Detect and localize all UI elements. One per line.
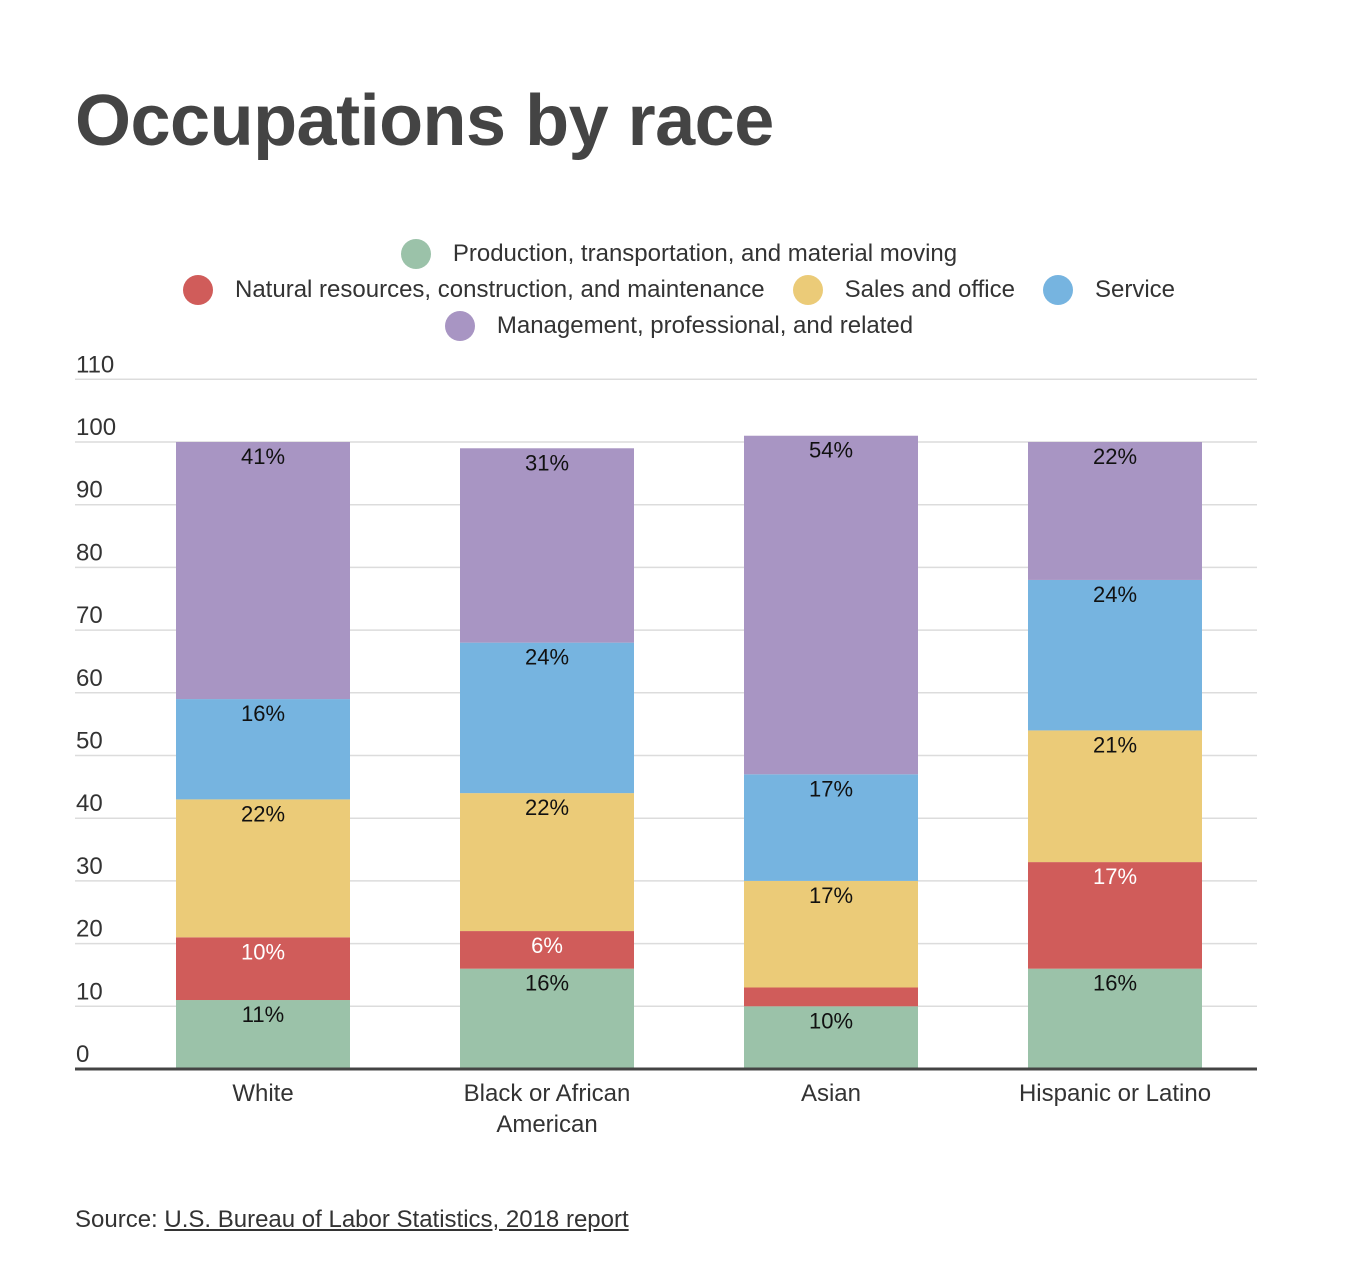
source-note: Source: U.S. Bureau of Labor Statistics,… (75, 1206, 629, 1234)
data-label: 24% (525, 645, 569, 670)
y-tick-label: 40 (76, 790, 103, 817)
legend-row: Production, transportation, and material… (0, 236, 1358, 272)
y-tick-label: 100 (76, 414, 116, 441)
legend-item: Service (1042, 275, 1175, 305)
bar-segment (744, 774, 918, 881)
bar-segment (744, 435, 918, 775)
data-label: 6% (531, 933, 563, 958)
legend-item: Sales and office (792, 275, 1015, 305)
bar-segment (176, 799, 350, 938)
y-tick-label: 30 (76, 853, 103, 880)
source-link[interactable]: U.S. Bureau of Labor Statistics, 2018 re… (164, 1206, 629, 1233)
legend-label: Sales and office (844, 276, 1015, 303)
legend-label: Natural resources, construction, and mai… (235, 276, 765, 303)
data-label: 16% (241, 701, 285, 726)
stacked-bar-chart: 0 10 20 30 40 50 60 70 80 90 100 110 11% 10% 22% 16% 41%… (75, 351, 1257, 1138)
bar-segment (1028, 862, 1202, 969)
legend-row: Management, professional, and related (0, 308, 1358, 344)
data-label: 16% (1093, 971, 1137, 996)
bar-segment (744, 880, 918, 988)
bar-segment (176, 1000, 350, 1069)
bar-segment (1028, 442, 1202, 580)
legend-swatch (444, 311, 475, 341)
bar-segment (176, 699, 350, 800)
legend-swatch (1042, 275, 1073, 305)
y-tick-label: 80 (76, 539, 103, 566)
bar-segment (460, 793, 634, 932)
legend-row: Natural resources, construction, and mai… (0, 272, 1358, 308)
source-prefix: Source: (75, 1206, 165, 1233)
x-category-label: Hispanic or Latino (1019, 1080, 1211, 1107)
data-label: 22% (1093, 444, 1137, 469)
legend-label: Service (1094, 276, 1175, 303)
x-category-label: American (496, 1111, 597, 1138)
y-tick-label: 110 (76, 351, 114, 378)
legend-item: Natural resources, construction, and mai… (183, 275, 765, 305)
legend-item: Management, professional, and related (444, 311, 914, 341)
data-label: 22% (525, 795, 569, 820)
data-label: 17% (1093, 864, 1137, 889)
data-label: 17% (809, 776, 853, 801)
x-category-label: Asian (801, 1080, 861, 1107)
legend-swatch (183, 275, 213, 305)
y-tick-label: 50 (76, 728, 103, 755)
data-label: 54% (809, 438, 853, 463)
data-label: 11% (242, 1002, 284, 1027)
chart-legend: Production, transportation, and material… (0, 236, 1358, 344)
legend-swatch (400, 239, 431, 269)
data-label: 24% (1093, 582, 1137, 607)
chart-title: Occupations by race (75, 81, 774, 161)
data-label: 21% (1093, 732, 1137, 757)
bar-segment (460, 968, 634, 1069)
bar-segment (1028, 730, 1202, 863)
bar-segment (1028, 579, 1202, 731)
y-tick-label: 90 (76, 477, 103, 504)
bar-segment (1028, 968, 1202, 1069)
bar-segment (744, 987, 918, 1007)
y-tick-label: 60 (76, 665, 103, 692)
x-category-label: Black or African (464, 1080, 631, 1107)
legend-swatch (792, 275, 823, 305)
bar-segment (460, 931, 634, 969)
data-label: 31% (525, 450, 569, 475)
bar-segment (744, 1006, 918, 1069)
legend-label: Management, professional, and related (496, 312, 914, 339)
y-tick-label: 70 (76, 602, 103, 629)
bar-segment (460, 642, 634, 794)
bar-segment (176, 442, 350, 700)
legend-label: Production, transportation, and material… (452, 240, 958, 267)
y-tick-label: 0 (76, 1041, 89, 1068)
data-label: 10% (241, 939, 285, 964)
bar-segment (176, 937, 350, 1001)
legend-item: Production, transportation, and material… (400, 239, 958, 269)
bar-segment (460, 448, 634, 643)
data-label: 17% (809, 883, 853, 908)
data-label: 41% (241, 444, 285, 469)
data-label: 22% (241, 801, 285, 826)
data-label: 10% (809, 1008, 853, 1033)
y-tick-label: 20 (76, 916, 103, 943)
y-tick-label: 10 (76, 978, 103, 1005)
data-label: 16% (525, 971, 569, 996)
x-category-label: White (232, 1080, 293, 1107)
